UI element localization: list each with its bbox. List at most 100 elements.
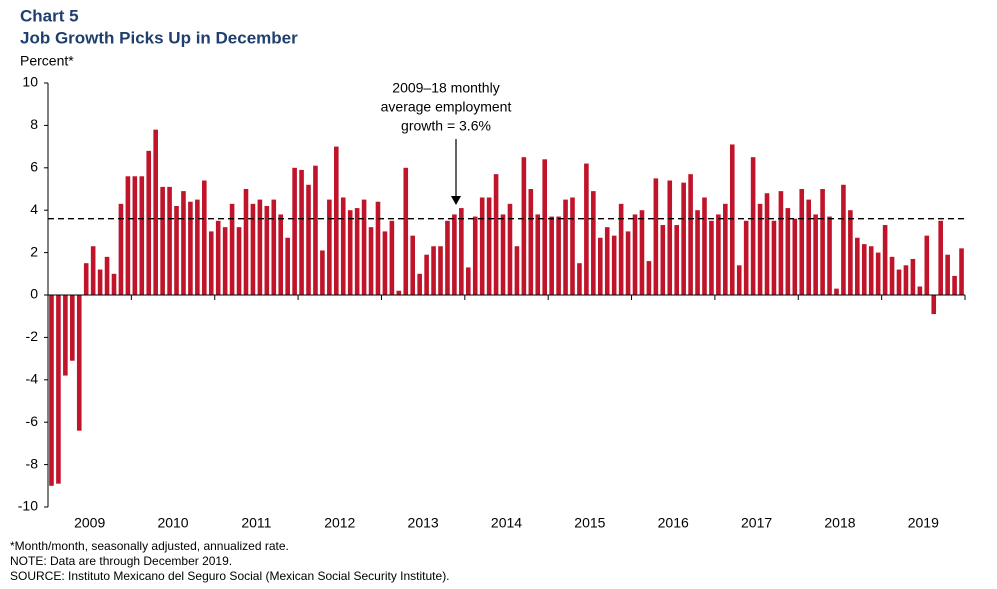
bar bbox=[292, 167, 297, 295]
bar bbox=[382, 231, 388, 295]
bar bbox=[417, 273, 422, 295]
y-tick-label: -10 bbox=[18, 498, 38, 514]
bar bbox=[584, 163, 589, 295]
bar bbox=[63, 295, 68, 376]
bar bbox=[549, 216, 554, 295]
bar bbox=[653, 178, 659, 295]
bar bbox=[222, 227, 228, 295]
bar bbox=[500, 214, 506, 295]
bar bbox=[702, 197, 707, 295]
bar bbox=[861, 244, 867, 295]
bar bbox=[611, 235, 617, 295]
bar bbox=[76, 295, 82, 431]
bar bbox=[716, 214, 721, 295]
bar bbox=[104, 256, 110, 295]
bar bbox=[181, 191, 186, 295]
y-tick-label: 6 bbox=[30, 159, 38, 175]
bar bbox=[132, 176, 138, 295]
bar bbox=[597, 237, 603, 295]
y-tick-label: 10 bbox=[22, 74, 38, 90]
x-tick-label: 2013 bbox=[408, 515, 439, 531]
bar bbox=[452, 214, 457, 295]
x-tick-label: 2011 bbox=[241, 515, 271, 531]
bar bbox=[792, 218, 798, 295]
bar bbox=[681, 182, 686, 295]
bar bbox=[618, 203, 624, 295]
bar bbox=[479, 197, 485, 295]
bar bbox=[695, 210, 700, 295]
bar bbox=[445, 220, 450, 295]
bar bbox=[771, 220, 777, 295]
bar bbox=[834, 288, 839, 295]
bar bbox=[945, 254, 950, 295]
bar bbox=[49, 295, 54, 486]
bar bbox=[153, 129, 158, 295]
bar bbox=[202, 180, 207, 295]
bar bbox=[556, 216, 561, 295]
x-tick-label: 2014 bbox=[491, 515, 522, 531]
bar bbox=[354, 208, 360, 295]
bar bbox=[882, 225, 888, 295]
bar bbox=[507, 203, 513, 295]
y-tick-label: 0 bbox=[30, 286, 38, 302]
bar bbox=[375, 201, 381, 295]
bar bbox=[368, 227, 374, 295]
bar bbox=[118, 203, 124, 295]
x-tick-label: 2019 bbox=[908, 515, 939, 531]
bar bbox=[868, 246, 874, 295]
bar bbox=[910, 258, 916, 295]
bar bbox=[827, 216, 832, 295]
y-tick-label: 8 bbox=[30, 116, 38, 132]
annotation: 2009–18 monthly bbox=[392, 80, 499, 96]
bar bbox=[472, 216, 478, 295]
bar bbox=[806, 199, 811, 295]
footnote: NOTE: Data are through December 2019. bbox=[10, 554, 232, 568]
bar bbox=[625, 231, 631, 295]
bar bbox=[146, 150, 152, 295]
bar bbox=[667, 180, 673, 295]
bar bbox=[959, 248, 964, 295]
arrow-head bbox=[451, 196, 461, 205]
bar bbox=[459, 208, 464, 295]
bar bbox=[327, 199, 332, 295]
bar bbox=[855, 237, 860, 295]
y-tick-label: -6 bbox=[26, 413, 39, 429]
bar bbox=[215, 220, 221, 295]
footnote: *Month/month, seasonally adjusted, annua… bbox=[10, 539, 289, 553]
bar bbox=[403, 167, 409, 295]
bar bbox=[285, 237, 290, 295]
bar bbox=[229, 203, 235, 295]
bar bbox=[306, 184, 311, 295]
bar bbox=[848, 210, 853, 295]
bar bbox=[632, 214, 638, 295]
bar bbox=[243, 189, 249, 295]
bar bbox=[111, 273, 117, 295]
bar bbox=[340, 197, 346, 295]
bar bbox=[528, 189, 534, 295]
bar bbox=[952, 275, 957, 295]
bar bbox=[736, 265, 742, 295]
bar bbox=[729, 144, 735, 295]
bar bbox=[799, 189, 805, 295]
bar bbox=[431, 246, 436, 295]
bar bbox=[570, 197, 575, 295]
x-tick-label: 2010 bbox=[157, 515, 188, 531]
bar bbox=[542, 159, 548, 295]
bar bbox=[174, 205, 179, 295]
bar bbox=[604, 227, 610, 295]
bar bbox=[750, 157, 756, 295]
bar bbox=[820, 189, 825, 295]
bar bbox=[709, 220, 714, 295]
bar bbox=[723, 203, 728, 295]
bar bbox=[465, 267, 471, 295]
bar bbox=[514, 246, 520, 295]
bar bbox=[646, 261, 652, 295]
y-tick-label: -8 bbox=[26, 455, 39, 471]
footnote: SOURCE: Instituto Mexicano del Seguro So… bbox=[10, 569, 450, 583]
bar bbox=[56, 295, 61, 484]
bar bbox=[70, 295, 75, 361]
bar bbox=[278, 214, 284, 295]
bar bbox=[757, 203, 763, 295]
bar bbox=[535, 214, 541, 295]
